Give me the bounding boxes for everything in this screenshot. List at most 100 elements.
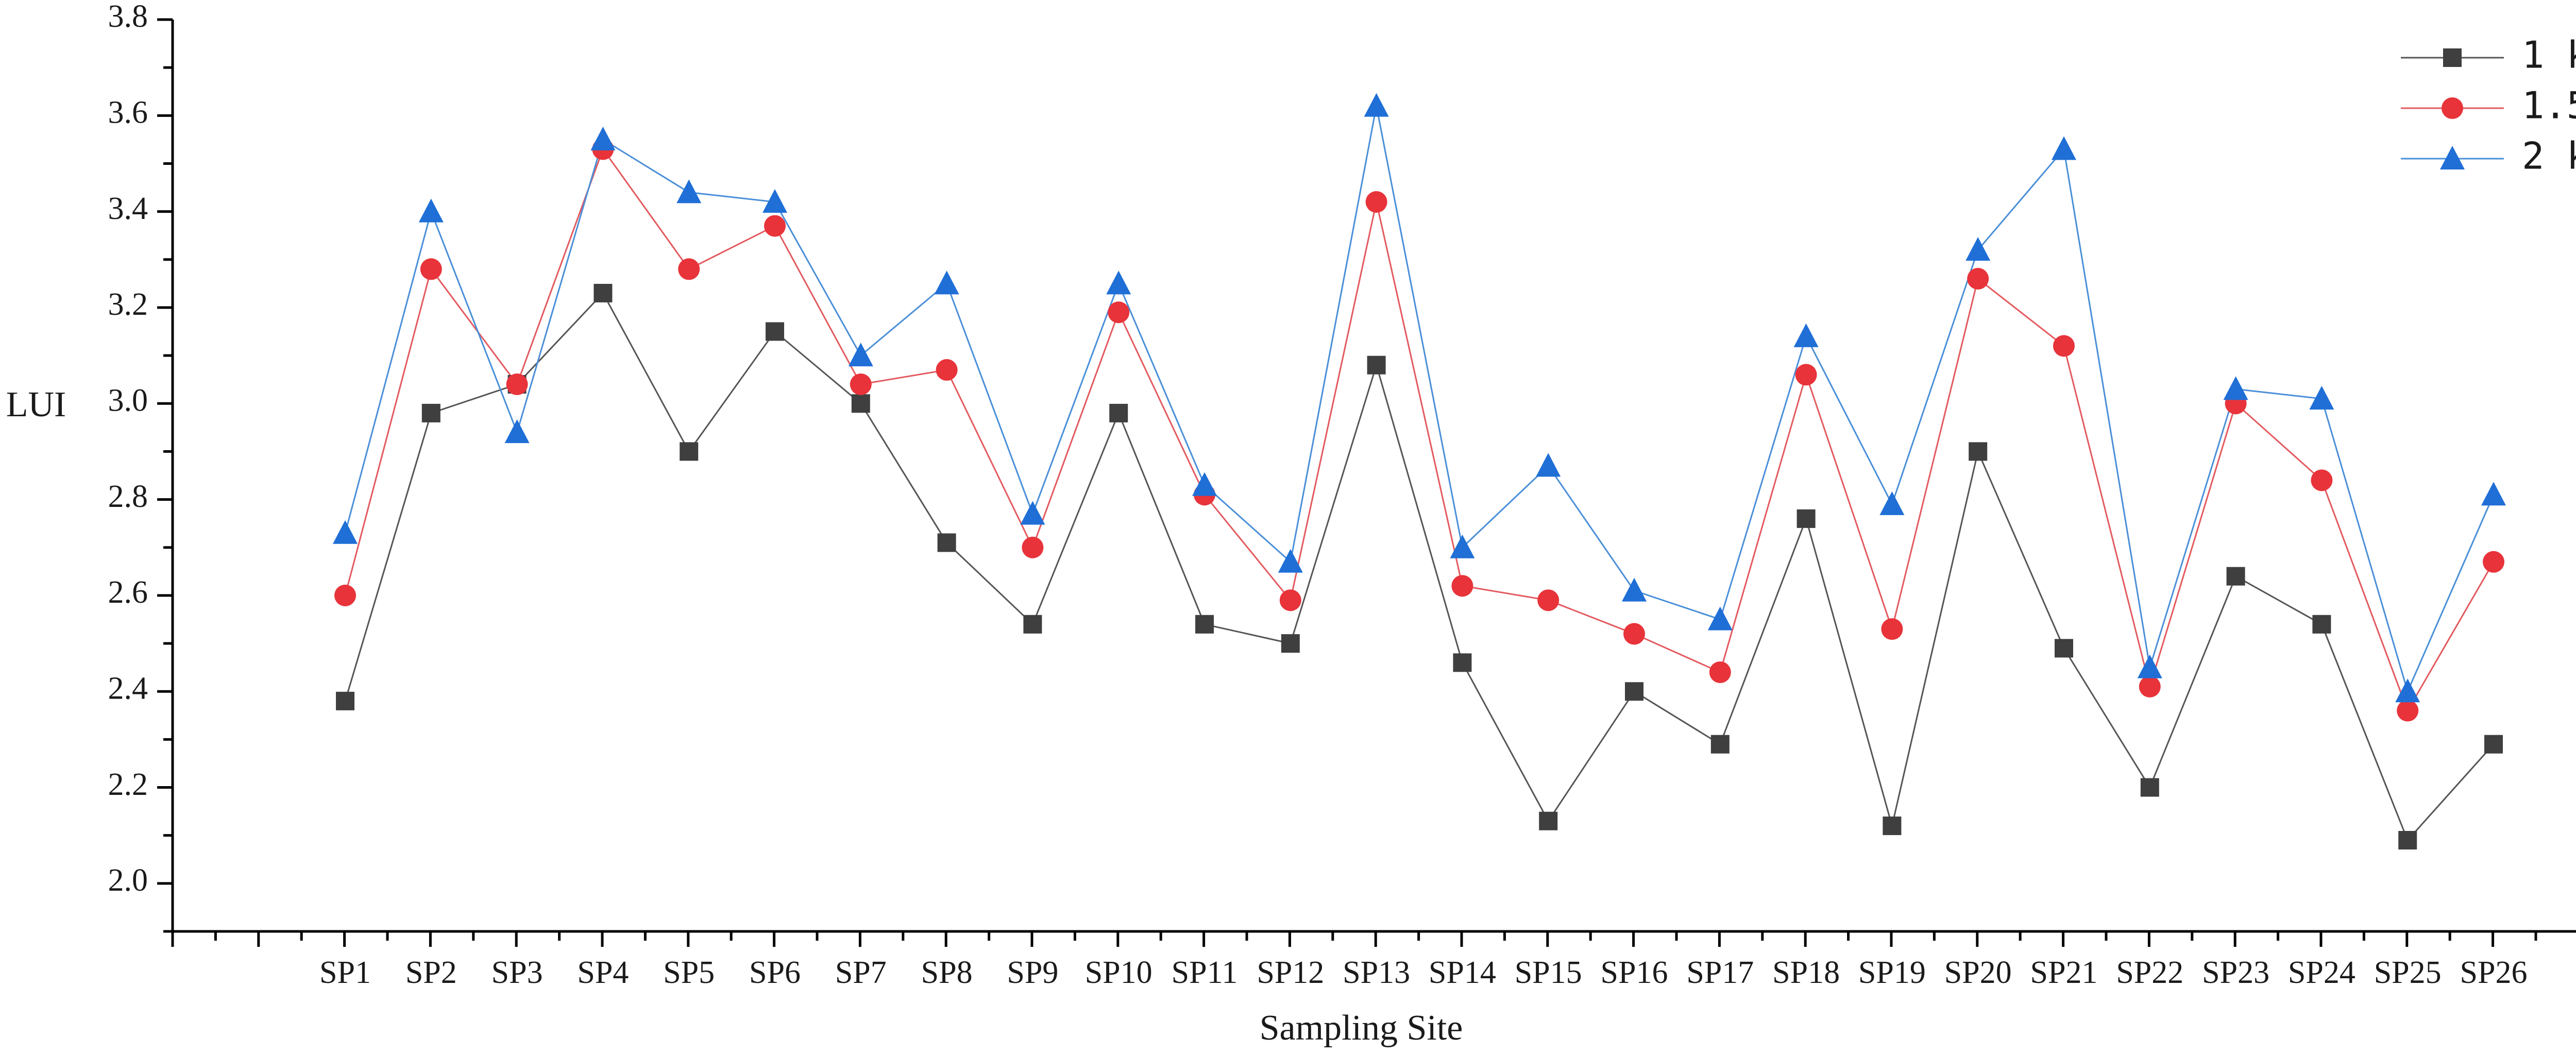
data-point-2km-sp15 bbox=[1536, 453, 1561, 477]
data-point-2km-sp18 bbox=[1793, 323, 1819, 347]
data-point-1km-sp16 bbox=[1625, 682, 1643, 701]
y-tick-label: 2.4 bbox=[108, 671, 148, 706]
data-point-1km-sp24 bbox=[2312, 615, 2331, 634]
x-tick-label: SP3 bbox=[492, 955, 543, 990]
data-point-2km-sp21 bbox=[2052, 136, 2076, 160]
y-axis-ticks: 2.0 2.2 2.4 2.6 2.8 3.0 3.2 3.4 3.6 3.8 bbox=[108, 0, 173, 933]
legend-label: 1 km bbox=[2522, 33, 2576, 77]
y-tick-label: 3.2 bbox=[108, 287, 148, 322]
x-tick-label: SP18 bbox=[1772, 955, 1840, 990]
y-tick-label: 3.4 bbox=[108, 191, 148, 226]
legend-marker-circle bbox=[2442, 97, 2463, 119]
data-point-2km-sp16 bbox=[1622, 577, 1647, 602]
data-point-1km-sp14 bbox=[1453, 653, 1472, 672]
x-tick-label: SP8 bbox=[921, 955, 973, 990]
x-tick-label: SP10 bbox=[1085, 955, 1153, 990]
data-point-1-5km-sp12 bbox=[1279, 589, 1301, 611]
series-line-1km bbox=[344, 292, 2495, 842]
legend-item-1km: 1 km bbox=[2401, 33, 2576, 77]
x-tick-label: SP16 bbox=[1601, 955, 1668, 990]
x-tick-label: SP25 bbox=[2374, 955, 2442, 990]
x-tick-label: SP14 bbox=[1429, 955, 1496, 990]
data-point-1-5km-sp1 bbox=[334, 584, 356, 606]
data-point-1km-sp23 bbox=[2226, 567, 2245, 586]
data-point-1km-sp20 bbox=[1969, 442, 1988, 461]
data-point-1km-sp6 bbox=[766, 322, 784, 341]
data-point-1km-sp15 bbox=[1539, 811, 1558, 830]
plot-area: 2.0 2.2 2.4 2.6 2.8 3.0 3.2 3.4 3.6 3.8 SP1 SP2 SP3… bbox=[108, 0, 2576, 990]
data-point-2km-sp10 bbox=[1106, 270, 1131, 295]
x-tick-label: SP5 bbox=[663, 955, 715, 990]
legend: 1 km 1.5 km 2 km bbox=[2401, 33, 2576, 178]
x-tick-label: SP2 bbox=[405, 955, 457, 990]
data-point-2km-sp1 bbox=[333, 520, 358, 544]
y-tick-label: 3.6 bbox=[108, 95, 148, 130]
series-markers bbox=[333, 93, 2506, 849]
legend-item-1-5km: 1.5 km bbox=[2401, 84, 2576, 127]
data-point-1-5km-sp20 bbox=[1967, 268, 1989, 290]
data-point-1-5km-sp22 bbox=[2139, 675, 2161, 698]
data-point-1-5km-sp13 bbox=[1365, 191, 1387, 213]
data-point-1km-sp9 bbox=[1023, 615, 1042, 634]
data-point-2km-sp22 bbox=[2137, 654, 2162, 678]
y-tick-label: 3.8 bbox=[108, 0, 148, 34]
legend-marker-square bbox=[2443, 48, 2462, 67]
x-tick-label: SP20 bbox=[1944, 955, 2012, 990]
data-point-1-5km-sp15 bbox=[1537, 589, 1560, 611]
data-point-1-5km-sp2 bbox=[420, 258, 442, 280]
y-tick-label: 2.2 bbox=[108, 767, 148, 802]
data-point-1-5km-sp17 bbox=[1709, 661, 1731, 683]
x-tick-label: SP13 bbox=[1343, 955, 1410, 990]
legend-marker-triangle bbox=[2440, 146, 2465, 169]
data-point-1km-sp22 bbox=[2140, 778, 2159, 797]
data-point-1-5km-sp14 bbox=[1451, 575, 1473, 597]
data-point-1km-sp12 bbox=[1281, 634, 1300, 653]
y-tick-label: 3.0 bbox=[108, 383, 148, 418]
data-point-1-5km-sp9 bbox=[1022, 536, 1044, 558]
x-tick-label: SP11 bbox=[1172, 955, 1238, 990]
data-point-2km-sp12 bbox=[1278, 549, 1303, 573]
y-axis-title: LUI bbox=[6, 385, 66, 424]
data-point-1-5km-sp3 bbox=[506, 373, 528, 395]
data-point-1-5km-sp21 bbox=[2053, 335, 2075, 357]
legend-label: 1.5 km bbox=[2522, 84, 2576, 127]
data-point-2km-sp2 bbox=[418, 198, 444, 223]
y-tick-label: 2.8 bbox=[108, 479, 148, 514]
data-point-2km-sp4 bbox=[590, 126, 616, 150]
data-point-1km-sp17 bbox=[1710, 735, 1730, 754]
data-point-1-5km-sp18 bbox=[1795, 364, 1817, 386]
x-tick-label: SP24 bbox=[2288, 955, 2355, 990]
data-point-1-5km-sp16 bbox=[1623, 623, 1645, 645]
series-lines bbox=[344, 106, 2495, 842]
x-axis-title: Sampling Site bbox=[1260, 1008, 1463, 1048]
data-point-1km-sp10 bbox=[1109, 403, 1128, 422]
x-tick-label: SP4 bbox=[577, 955, 629, 990]
data-point-1km-sp26 bbox=[2484, 735, 2503, 754]
data-point-2km-sp24 bbox=[2309, 385, 2334, 410]
x-tick-label: SP9 bbox=[1007, 955, 1058, 990]
x-axis-ticks: SP1 SP2 SP3 SP4 SP5 SP6 SP7 SP8 SP9 SP10 SP11 SP12 S… bbox=[171, 931, 2537, 990]
data-point-2km-sp8 bbox=[934, 270, 959, 295]
legend-item-2km: 2 km bbox=[2401, 134, 2576, 178]
data-point-1km-sp21 bbox=[2055, 639, 2073, 658]
data-point-1km-sp2 bbox=[421, 403, 440, 422]
data-point-1km-sp4 bbox=[594, 284, 613, 302]
data-point-1-5km-sp19 bbox=[1881, 618, 1903, 640]
data-point-2km-sp13 bbox=[1364, 93, 1389, 117]
data-point-1-5km-sp8 bbox=[936, 359, 958, 381]
data-point-1-5km-sp10 bbox=[1108, 301, 1130, 324]
data-point-1km-sp1 bbox=[336, 691, 354, 710]
series-line-2km bbox=[344, 106, 2495, 694]
data-point-2km-sp20 bbox=[1965, 237, 1991, 261]
data-point-1km-sp11 bbox=[1195, 615, 1214, 634]
data-point-1km-sp13 bbox=[1367, 355, 1386, 375]
x-tick-label: SP26 bbox=[2460, 955, 2528, 990]
data-point-2km-sp6 bbox=[762, 189, 787, 213]
y-tick-label: 2.0 bbox=[108, 863, 148, 898]
data-point-2km-sp11 bbox=[1192, 472, 1217, 496]
data-point-1km-sp18 bbox=[1797, 509, 1816, 528]
legend-label: 2 km bbox=[2522, 134, 2576, 178]
data-point-1-5km-sp5 bbox=[678, 258, 700, 280]
x-tick-label: SP15 bbox=[1515, 955, 1582, 990]
